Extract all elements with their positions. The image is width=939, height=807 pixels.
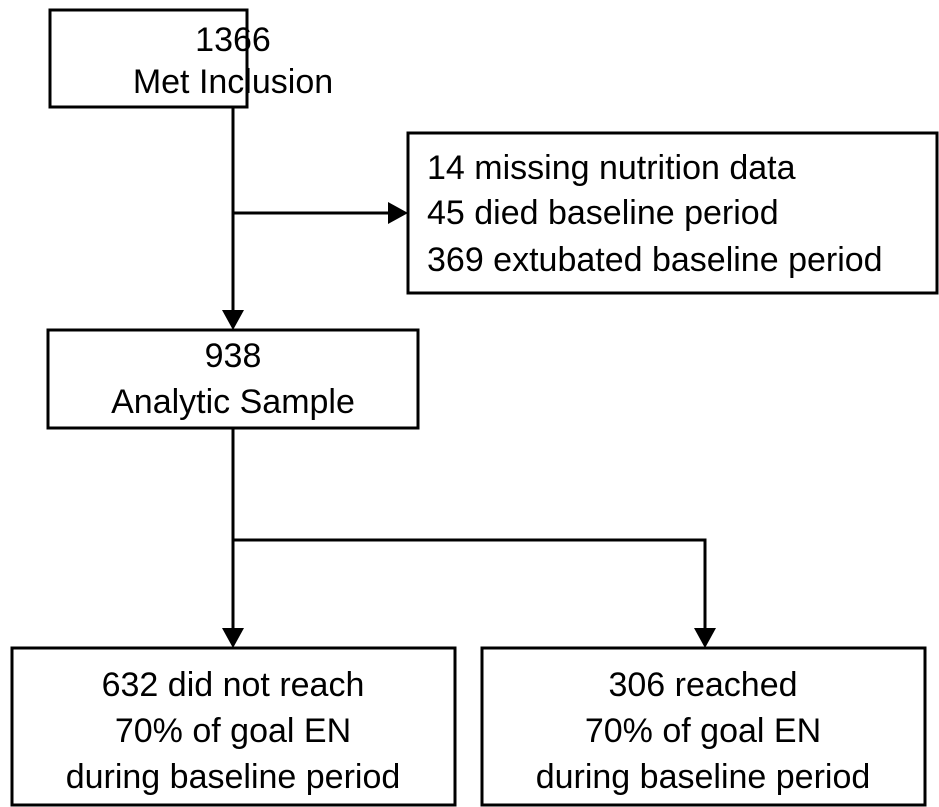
node-text: Analytic Sample — [111, 383, 355, 421]
node-text: during baseline period — [66, 758, 401, 796]
node-text: 306 reached — [608, 666, 797, 704]
node-text: 14 missing nutrition data — [427, 149, 796, 187]
node-box — [480, 646, 927, 807]
arrowhead — [222, 310, 244, 330]
node-text: 70% of goal EN — [585, 712, 821, 750]
node-text: 369 extubated baseline period — [427, 241, 883, 279]
node-box — [48, 8, 249, 109]
node-text: 70% of goal EN — [115, 712, 351, 750]
node-box — [46, 328, 420, 430]
connector — [233, 538, 707, 630]
node-text: 1366 — [195, 21, 271, 59]
node-text: Met Inclusion — [133, 63, 333, 101]
arrowhead — [222, 628, 244, 648]
arrowhead — [694, 628, 716, 648]
node-text: 45 died baseline period — [427, 194, 779, 232]
node-box — [10, 646, 457, 807]
node-text: during baseline period — [536, 758, 871, 796]
node-text: 938 — [205, 337, 262, 375]
node-box — [406, 131, 939, 295]
arrowhead — [388, 202, 408, 224]
node-text: 632 did not reach — [102, 666, 365, 704]
